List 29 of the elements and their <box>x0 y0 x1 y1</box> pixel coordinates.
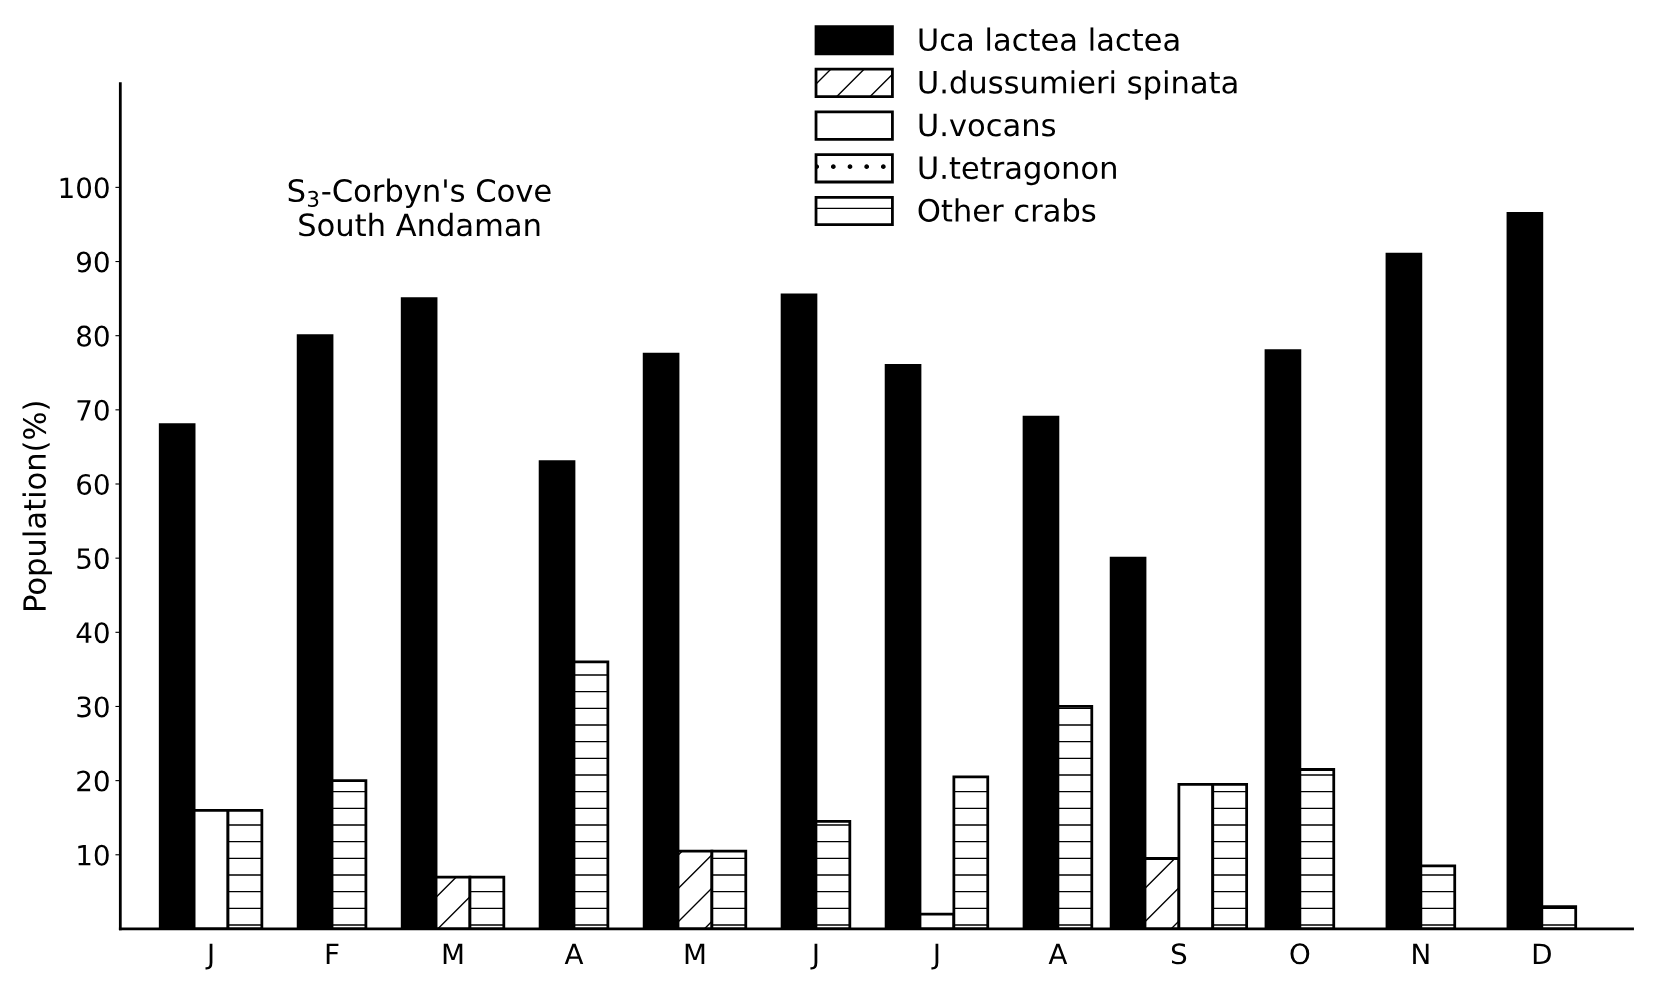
legend-label: U.tetragonon <box>919 156 1116 186</box>
x-tick-label: J <box>931 943 939 970</box>
x-tick-label: N <box>1413 943 1429 964</box>
annotation: S$_{3}$-Corbyn's Cove South Andaman <box>288 178 551 237</box>
legend-label: U.vocans <box>919 113 1056 137</box>
x-tick-label: J <box>810 943 818 970</box>
x-tick-label: O <box>1290 943 1310 965</box>
y-tick-label: 50 <box>77 548 109 570</box>
y-tick-label: 70 <box>77 399 109 421</box>
x-tick-label: A <box>564 943 584 964</box>
y-tick-label: 100 <box>60 177 109 199</box>
y-axis-title: Population(%) <box>22 402 53 610</box>
legend-label: Other crabs <box>918 198 1096 222</box>
y-tick-label: 90 <box>76 251 109 273</box>
y-tick-label: 20 <box>77 770 109 792</box>
legend-label: Uca lactea lactea <box>919 27 1179 52</box>
y-tick-label: 40 <box>76 622 109 644</box>
x-tick-label: F <box>326 943 339 964</box>
legend-label: U.dussumieri spinata <box>919 70 1237 100</box>
x-tick-label: D <box>1533 943 1551 964</box>
y-tick-label: 60 <box>77 473 109 495</box>
x-tick-label: M <box>685 943 705 964</box>
y-tick-label: 10 <box>78 844 109 866</box>
y-tick-label: 80 <box>77 325 109 347</box>
x-tick-label: S <box>1171 943 1187 965</box>
x-tick-label: J <box>205 943 213 970</box>
x-tick-label: A <box>1048 943 1068 964</box>
x-tick-label: M <box>443 943 463 964</box>
y-tick-label: 30 <box>77 696 109 718</box>
